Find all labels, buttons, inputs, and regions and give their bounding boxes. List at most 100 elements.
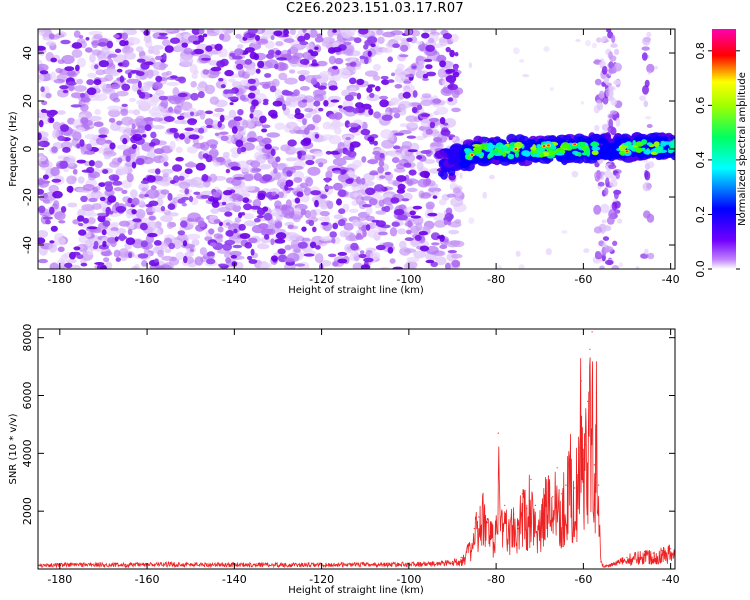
heatmap-blob bbox=[388, 152, 402, 157]
x-tick-label: -180 bbox=[47, 573, 72, 586]
heatmap-blob bbox=[127, 72, 132, 79]
heatmap-blob bbox=[549, 87, 554, 91]
heatmap-blob bbox=[42, 216, 53, 220]
heatmap-blob bbox=[93, 121, 104, 127]
heatmap-blob bbox=[312, 116, 321, 121]
snr-point bbox=[580, 380, 582, 382]
heatmap-blob bbox=[106, 40, 114, 49]
heatmap-blob bbox=[49, 262, 59, 269]
heatmap-blob bbox=[184, 127, 194, 132]
heatmap-blob bbox=[284, 258, 295, 263]
heatmap-blob bbox=[126, 78, 141, 84]
heatmap-blob bbox=[358, 253, 367, 259]
heatmap-blob bbox=[594, 124, 600, 132]
heatmap-blob bbox=[244, 58, 253, 65]
heatmap-blob bbox=[345, 136, 351, 141]
heatmap-blob bbox=[365, 187, 376, 196]
heatmap-blob bbox=[48, 33, 55, 40]
heatmap-blob bbox=[98, 134, 108, 138]
heatmap-blob bbox=[343, 41, 352, 46]
heatmap-blob bbox=[38, 258, 48, 264]
heatmap-blob bbox=[186, 218, 195, 222]
heatmap-blob bbox=[396, 63, 405, 70]
heatmap-blob bbox=[380, 129, 393, 139]
heatmap-blob bbox=[209, 96, 219, 105]
heatmap-blob bbox=[49, 206, 55, 215]
heatmap-blob bbox=[303, 187, 312, 196]
snr-trace bbox=[38, 357, 675, 569]
heatmap-blob bbox=[450, 33, 459, 43]
heatmap-blob bbox=[314, 46, 319, 50]
heatmap-blob bbox=[320, 236, 330, 242]
heatmap-blob bbox=[38, 132, 42, 141]
x-tick-label: -180 bbox=[47, 273, 72, 286]
heatmap-blob bbox=[381, 139, 395, 149]
heatmap-blob bbox=[261, 124, 271, 129]
heatmap-blob bbox=[398, 54, 409, 58]
heatmap-blob bbox=[603, 247, 611, 253]
heatmap-blob bbox=[368, 108, 374, 116]
heatmap-blob bbox=[617, 218, 623, 224]
heatmap-blob bbox=[151, 106, 165, 111]
heatmap-blob bbox=[114, 48, 122, 53]
heatmap-blob bbox=[259, 164, 271, 170]
heatmap-blob bbox=[94, 93, 108, 102]
heatmap-blob bbox=[460, 159, 469, 168]
x-tick-label: -60 bbox=[574, 573, 592, 586]
heatmap-blob bbox=[611, 265, 620, 269]
heatmap-blob bbox=[84, 133, 97, 140]
heatmap-blob bbox=[256, 154, 267, 164]
heatmap-blob bbox=[580, 101, 585, 105]
heatmap-blob bbox=[436, 235, 445, 240]
heatmap-blob bbox=[82, 217, 89, 224]
heatmap-blob bbox=[53, 78, 65, 84]
heatmap-blob bbox=[148, 142, 156, 147]
heatmap-blob bbox=[141, 187, 148, 192]
heatmap-blob bbox=[302, 118, 307, 126]
heatmap-blob bbox=[146, 211, 154, 216]
heatmap-blob bbox=[618, 151, 626, 155]
heatmap-blob bbox=[103, 257, 110, 263]
heatmap-blob bbox=[234, 217, 242, 223]
heatmap-blob bbox=[234, 132, 242, 140]
heatmap-blob bbox=[135, 115, 146, 126]
heatmap-blob bbox=[337, 251, 347, 256]
heatmap-blob bbox=[606, 29, 612, 33]
heatmap-blob bbox=[100, 250, 113, 257]
heatmap-blob bbox=[428, 187, 442, 193]
heatmap-blob bbox=[397, 228, 407, 235]
heatmap-blob bbox=[296, 191, 304, 198]
heatmap-blob bbox=[366, 86, 373, 93]
heatmap-blob bbox=[293, 177, 303, 183]
heatmap-blob bbox=[323, 100, 329, 107]
heatmap-blob bbox=[416, 104, 423, 111]
heatmap-blob bbox=[404, 29, 413, 36]
heatmap-blob bbox=[408, 169, 417, 176]
heatmap-blob bbox=[259, 115, 267, 124]
heatmap-blob bbox=[76, 159, 87, 164]
heatmap-blob bbox=[71, 49, 83, 58]
heatmap-blob bbox=[545, 147, 553, 151]
heatmap-blob bbox=[72, 168, 78, 175]
snr-point bbox=[604, 565, 606, 567]
heatmap-blob bbox=[423, 58, 433, 63]
heatmap-blob bbox=[343, 222, 354, 231]
heatmap-blob bbox=[163, 161, 169, 167]
heatmap-blob bbox=[190, 92, 199, 101]
heatmap-blob bbox=[345, 178, 354, 184]
heatmap-blob bbox=[599, 265, 605, 269]
snr-point bbox=[534, 504, 537, 506]
heatmap-blob bbox=[188, 134, 200, 140]
heatmap-blob bbox=[262, 174, 273, 182]
heatmap-blob bbox=[125, 237, 136, 245]
heatmap-blob bbox=[158, 95, 168, 101]
heatmap-blob bbox=[322, 121, 332, 130]
heatmap-blob bbox=[160, 99, 169, 109]
heatmap-blob bbox=[71, 42, 83, 49]
heatmap-blob bbox=[440, 129, 451, 136]
heatmap-blob bbox=[420, 117, 432, 128]
heatmap-blob bbox=[615, 172, 620, 180]
heatmap-blob bbox=[328, 134, 342, 145]
heatmap-blob bbox=[315, 158, 328, 165]
heatmap-blob bbox=[646, 31, 652, 38]
